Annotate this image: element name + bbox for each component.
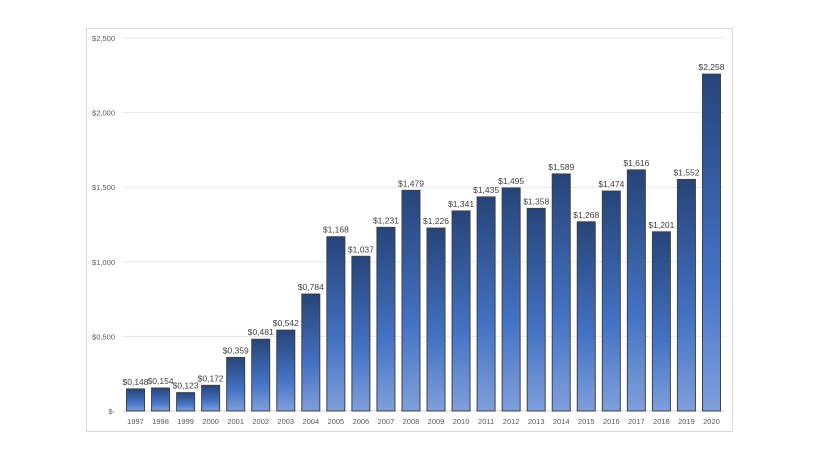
x-tick-label: 2015 [578,417,595,426]
x-tick-label: 2003 [277,417,294,426]
bar-2017 [626,169,646,412]
x-tick-label: 2011 [478,417,494,426]
x-tick-label: 2013 [528,417,545,426]
data-label: $1,589 [548,162,574,172]
data-label: $0,359 [223,345,249,355]
data-label: $0,784 [298,282,324,292]
bar-2015 [576,221,596,412]
x-tick-label: 2009 [428,417,445,426]
data-label: $0,542 [273,318,299,328]
x-tick-label: 2006 [353,417,370,426]
data-label: $1,226 [423,216,449,226]
data-label: $1,495 [498,176,524,186]
bar-2011 [476,196,496,412]
x-tick-label: 2005 [328,417,345,426]
data-label: $1,341 [448,199,474,209]
data-label: $0,154 [148,376,174,386]
y-tick-label: $1,500 [92,183,115,192]
x-tick-label: 1998 [152,417,169,426]
bar-2018 [651,231,671,412]
data-label: $1,201 [648,220,674,230]
x-tick-label: 2014 [553,417,570,426]
bar-2000 [201,384,221,412]
x-tick-label: 2018 [653,417,670,426]
data-label: $1,168 [323,225,349,235]
y-tick-label: $1,000 [92,258,115,267]
x-tick-label: 2010 [453,417,470,426]
y-tick-label: $2,500 [92,34,115,43]
x-tick-label: 2019 [678,417,695,426]
bar-2020 [701,73,721,412]
data-label: $1,231 [373,215,399,225]
y-tick-label: $- [108,407,115,416]
x-tick-label: 2012 [503,417,520,426]
y-tick-label: $2,000 [92,109,115,118]
x-tick-label: 2001 [227,417,244,426]
x-tick-label: 2002 [252,417,269,426]
data-label: $1,037 [348,244,374,254]
bar-2004 [301,293,321,412]
bar-1999 [176,392,196,412]
x-tick-label: 2008 [403,417,420,426]
bar-2002 [251,338,271,412]
y-tick-label: $0,500 [92,332,115,341]
data-label: $1,552 [673,167,699,177]
x-tick-label: 1999 [177,417,194,426]
bar-2006 [351,255,371,412]
bar-2014 [551,173,571,412]
x-tick-label: 2000 [202,417,219,426]
x-tick-label: 2020 [703,417,720,426]
data-label: $1,435 [473,185,499,195]
x-tick-label: 2007 [378,417,395,426]
bar-2012 [501,187,521,412]
data-label: $0,481 [248,327,274,337]
data-label: $1,479 [398,178,424,188]
bar-2013 [526,207,546,412]
bar-1997 [126,388,146,412]
data-label: $0,148 [123,377,149,387]
bar-1998 [151,387,171,412]
x-tick-label: 2017 [628,417,645,426]
x-tick-label: 2004 [302,417,319,426]
data-label: $1,268 [573,210,599,220]
bar-2008 [401,189,421,412]
bar-2010 [451,210,471,412]
data-label: $1,616 [623,158,649,168]
bar-2001 [226,356,246,412]
bar-2003 [276,329,296,412]
data-label: $1,474 [598,179,624,189]
x-tick-label: 1997 [127,417,144,426]
bar-2005 [326,236,346,412]
bar-2019 [676,178,696,412]
bar-2007 [376,226,396,412]
data-label: $0,172 [198,373,224,383]
x-tick-label: 2016 [603,417,620,426]
bar-2009 [426,227,446,412]
data-label: $1,358 [523,196,549,206]
data-label: $2,258 [698,62,724,72]
data-label: $0,123 [173,381,199,391]
bar-2016 [601,190,621,412]
